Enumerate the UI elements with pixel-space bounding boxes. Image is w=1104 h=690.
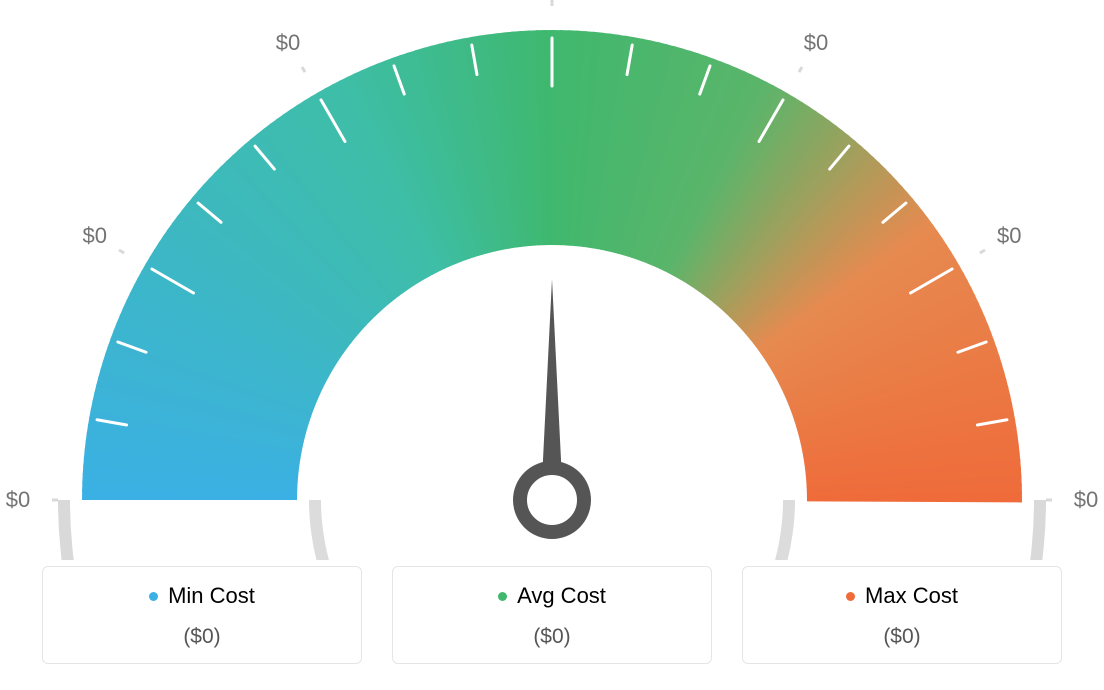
legend-avg-dot <box>498 592 507 601</box>
legend-min-dot <box>149 592 158 601</box>
legend-max-label: Max Cost <box>865 583 958 609</box>
legend-max-dot <box>846 592 855 601</box>
gauge-tick-label: $0 <box>6 487 30 513</box>
legend-min-title: Min Cost <box>149 583 255 609</box>
gauge-tick-label: $0 <box>82 223 106 249</box>
gauge-tick-label: $0 <box>997 223 1021 249</box>
legend-avg-value: ($0) <box>403 625 701 649</box>
legend-avg-box: Avg Cost ($0) <box>392 566 712 664</box>
legend-max-box: Max Cost ($0) <box>742 566 1062 664</box>
legend-max-value: ($0) <box>753 625 1051 649</box>
legend-min-value: ($0) <box>53 625 351 649</box>
gauge-svg <box>0 0 1104 560</box>
gauge-tick-label: $0 <box>804 30 828 56</box>
gauge-chart: $0$0$0$0$0$0$0 <box>0 0 1104 560</box>
gauge-tick-label: $0 <box>276 30 300 56</box>
legend-row: Min Cost ($0) Avg Cost ($0) Max Cost ($0… <box>0 566 1104 664</box>
legend-min-box: Min Cost ($0) <box>42 566 362 664</box>
gauge-tick-label: $0 <box>1074 487 1098 513</box>
legend-avg-label: Avg Cost <box>517 583 606 609</box>
legend-avg-title: Avg Cost <box>498 583 606 609</box>
legend-min-label: Min Cost <box>168 583 255 609</box>
legend-max-title: Max Cost <box>846 583 958 609</box>
